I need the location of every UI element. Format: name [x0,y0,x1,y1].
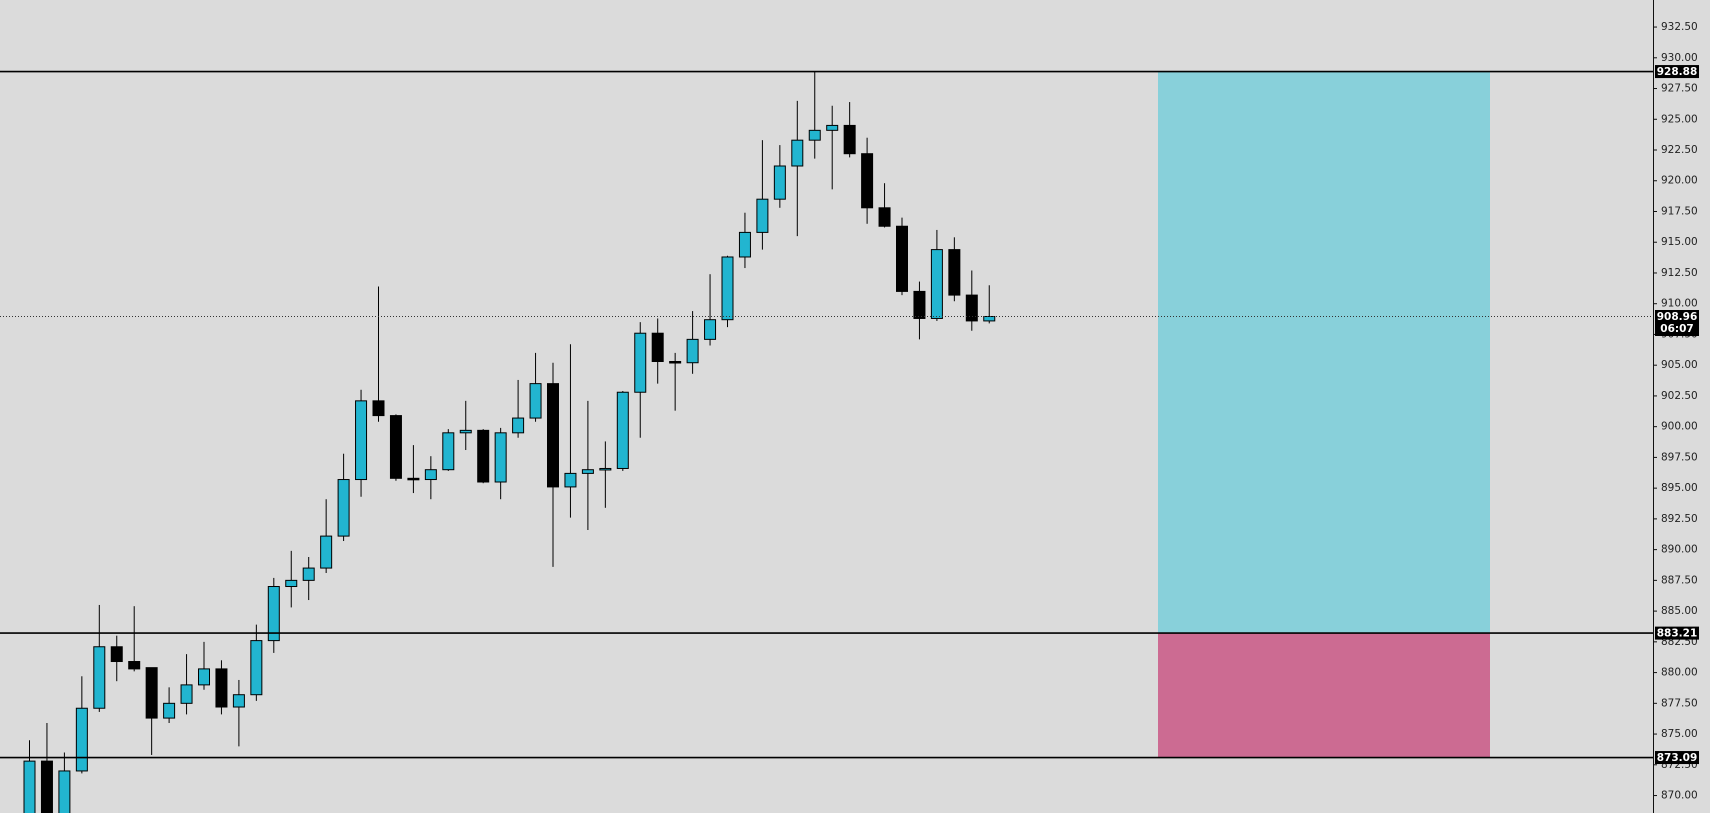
y-tick-label: 887.50 [1661,574,1698,586]
level-label: 873.09 [1657,752,1698,764]
y-tick-label: 927.50 [1661,83,1698,95]
y-tick-label: 920.00 [1661,175,1698,187]
level-label-box [1655,65,1699,79]
candle-body [250,640,263,696]
candle-body [948,249,961,296]
candle-body [686,338,699,364]
y-tick-label: 880.00 [1661,667,1698,679]
candle-body [459,429,472,434]
candle-body [494,432,507,483]
candle-body [721,256,734,321]
candle-body [808,129,821,141]
y-tick-label: 917.50 [1661,205,1698,217]
candle-body [23,760,36,813]
candle-body [110,646,123,663]
candle-body [599,467,612,471]
y-tick-label: 905.00 [1661,359,1698,371]
candle-body [355,400,368,481]
stop-zone [1158,633,1490,758]
candle-body [529,383,542,419]
candle-body [913,290,926,319]
candle-body [320,535,333,569]
candle-body [389,415,402,479]
candle-body [564,472,577,488]
y-tick-label: 875.00 [1661,728,1698,740]
level-label-box [1655,751,1699,765]
level-label: 928.88 [1657,66,1698,78]
candle-body [896,225,908,292]
y-tick-label: 895.00 [1661,482,1698,494]
y-tick-label: 897.50 [1661,451,1698,463]
candle-body [180,684,193,704]
candle-body [267,586,280,642]
y-tick-label: 877.50 [1661,697,1698,709]
candle-body [232,694,245,708]
candle-body [651,332,664,362]
last-price-label: 908.96 [1657,311,1698,323]
candle-body [861,153,874,209]
candle-body [930,249,943,319]
y-tick-label: 900.00 [1661,421,1698,433]
candle-body [128,661,141,670]
candle-body [616,391,629,469]
candle-body [424,469,437,481]
candle-body [40,760,53,813]
candle-body [215,668,228,708]
y-tick-label: 932.50 [1661,21,1698,33]
y-tick-label: 890.00 [1661,544,1698,556]
y-tick-label: 925.00 [1661,113,1698,125]
candle-body [669,360,682,364]
candle-body [547,383,559,488]
last-price-box [1655,309,1699,336]
candle-body [512,417,525,434]
target-zone [1158,71,1490,634]
candle-body [163,702,176,719]
candle-body [965,294,978,322]
y-tick-label: 892.50 [1661,513,1698,525]
candle-body [75,707,88,772]
y-tick-label: 885.00 [1661,605,1698,617]
candle-body [302,567,315,581]
y-tick-label: 930.00 [1661,52,1698,64]
y-tick-label: 910.00 [1661,298,1698,310]
candle-body [407,477,420,481]
candle-body [826,124,839,131]
candle-body [581,469,594,474]
countdown-label: 06:07 [1660,323,1693,335]
candle-body [372,400,385,417]
level-label: 883.21 [1657,628,1698,640]
candle-body [773,165,786,200]
candle-body [285,579,298,588]
candle-body [878,207,891,227]
candle-body [843,124,856,155]
level-label-box [1655,626,1699,640]
y-tick-label: 870.00 [1661,790,1698,802]
y-tick-label: 912.50 [1661,267,1698,279]
candle-body [337,479,350,537]
candle-body [756,198,769,233]
candle-body [58,770,71,813]
candle-body [93,646,106,709]
candle-body [983,315,996,322]
candle-body [634,332,647,393]
candle-body [791,139,804,167]
candle-body [704,319,717,340]
candle-body [738,231,751,258]
candle-body [477,429,490,483]
y-tick-label: 902.50 [1661,390,1698,402]
candle-body [442,432,455,471]
candle-body [145,667,158,719]
y-tick-label: 922.50 [1661,144,1698,156]
candle-body [198,668,210,686]
y-tick-label: 915.00 [1661,236,1698,248]
